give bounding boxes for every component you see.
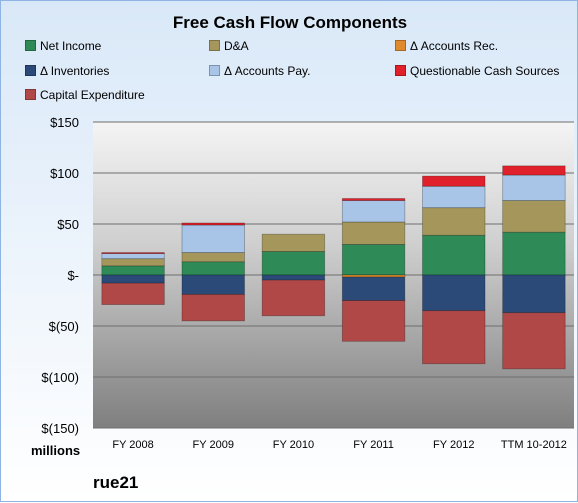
- y-tick-label: $(100): [41, 370, 79, 385]
- x-tick-label: FY 2008: [112, 439, 153, 451]
- legend-label: Δ Inventories: [40, 64, 110, 78]
- bar-segment: [101, 274, 165, 284]
- bar-segment: [101, 253, 165, 260]
- legend-label: Net Income: [40, 39, 102, 53]
- y-tick-label: $150: [50, 115, 79, 130]
- bar-segment: [181, 261, 245, 276]
- legend-swatch-capex: [25, 89, 36, 100]
- bar-segment: [502, 165, 566, 176]
- bar-segment: [341, 198, 406, 201]
- bar-segment: [422, 274, 486, 312]
- legend-swatch-accounts-rec: [395, 40, 406, 51]
- bar-segment: [101, 252, 165, 254]
- legend-item-capex: Capital Expenditure: [25, 88, 145, 102]
- x-tick-label: FY 2012: [433, 439, 474, 451]
- bar-segment: [101, 282, 165, 305]
- bar-segment: [261, 274, 326, 281]
- bar-segment: [181, 252, 245, 263]
- bar-segment: [341, 221, 406, 245]
- legend-label: Capital Expenditure: [40, 88, 145, 102]
- bar-segment: [261, 279, 326, 317]
- legend-label: Δ Accounts Pay.: [224, 64, 311, 78]
- y-tick-label: $(150): [41, 421, 79, 436]
- bar-segment: [422, 310, 486, 365]
- y-tick-label: $-: [67, 268, 79, 283]
- bar-segment: [422, 185, 486, 209]
- legend-label: Δ Accounts Rec.: [410, 39, 499, 53]
- x-tick-label: FY 2011: [353, 439, 394, 451]
- legend-swatch-questionable-cash: [395, 65, 406, 76]
- legend-swatch-da: [209, 40, 220, 51]
- bar-segment: [422, 207, 486, 236]
- legend-swatch-inventories: [25, 65, 36, 76]
- bar-segment: [341, 300, 406, 342]
- legend-swatch-accounts-pay: [209, 65, 220, 76]
- bar-segment: [261, 251, 326, 276]
- bar-segment: [502, 312, 566, 370]
- legend-item-accounts-rec: Δ Accounts Rec.: [395, 39, 498, 53]
- bar-segment: [181, 274, 245, 295]
- bar-segment: [181, 222, 245, 226]
- bar-segment: [502, 200, 566, 233]
- x-tick-label: TTM 10-2012: [501, 439, 567, 451]
- legend-label: D&A: [224, 39, 249, 53]
- y-tick-label: $100: [50, 166, 79, 181]
- bar-segment: [502, 231, 566, 276]
- legend-item-net-income: Net Income: [25, 39, 101, 53]
- company-label: rue21: [93, 473, 139, 492]
- bar-segment: [261, 233, 326, 252]
- legend-item-da: D&A: [209, 39, 249, 53]
- units-label: millions: [31, 443, 81, 458]
- legend-swatch-net-income: [25, 40, 36, 51]
- y-tick-label: $50: [57, 217, 79, 232]
- bar-segment: [422, 175, 486, 187]
- bar-segment: [341, 276, 406, 301]
- bar-segment: [341, 200, 406, 223]
- bar-segment: [181, 224, 245, 253]
- x-tick-label: FY 2009: [193, 439, 234, 451]
- bar-segment: [101, 258, 165, 267]
- bar-segment: [341, 243, 406, 276]
- legend-item-questionable-cash: Questionable Cash Sources: [395, 64, 559, 78]
- chart-title: Free Cash Flow Components: [172, 13, 408, 32]
- bar-segment: [502, 274, 566, 314]
- legend-item-accounts-pay: Δ Accounts Pay.: [209, 64, 311, 78]
- x-tick-label: FY 2010: [273, 439, 314, 451]
- bar-segment: [502, 174, 566, 201]
- bar-segment: [101, 265, 165, 276]
- bar-segment: [181, 293, 245, 322]
- bar-segment: [422, 234, 486, 276]
- legend-item-inventories: Δ Inventories: [25, 64, 109, 78]
- legend-label: Questionable Cash Sources: [410, 64, 560, 78]
- y-tick-label: $(50): [49, 319, 79, 334]
